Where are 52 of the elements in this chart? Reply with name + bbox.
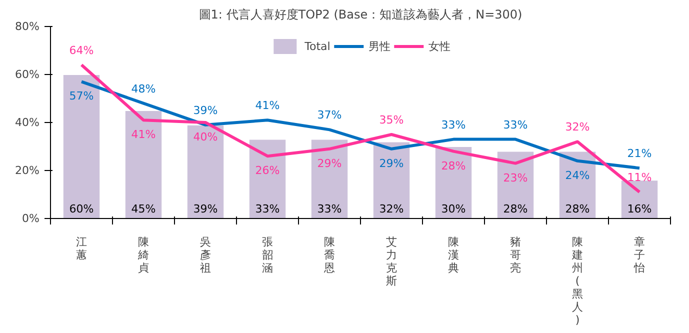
- y-tick-label: 40%: [15, 116, 40, 129]
- x-tick-label: 陳漢典: [448, 236, 459, 274]
- x-tick-label: 豬哥亮: [510, 236, 521, 274]
- y-tick-label: 80%: [15, 20, 40, 33]
- data-label: 28%: [503, 202, 528, 216]
- data-label: 21%: [627, 147, 652, 160]
- bar: [186, 124, 225, 218]
- legend-label: Total: [304, 40, 330, 52]
- data-label: 57%: [69, 90, 94, 103]
- bar: [62, 74, 101, 218]
- x-tick-label: 陳建州(黑人): [571, 236, 583, 326]
- data-label: 32%: [565, 120, 590, 134]
- legend-label: 男性: [368, 38, 390, 54]
- data-label: 64%: [69, 44, 94, 57]
- data-label: 60%: [69, 202, 94, 216]
- data-label: 48%: [131, 82, 156, 96]
- data-label: 39%: [193, 104, 218, 117]
- x-tick-label: 陳喬恩: [323, 236, 335, 274]
- data-label: 33%: [441, 118, 466, 132]
- bar: [124, 110, 163, 218]
- data-label: 35%: [379, 114, 404, 126]
- chart-title: 圖1: 代言人喜好度TOP2 (Base：知道該為藝人者，N=300): [198, 8, 522, 22]
- data-label: 41%: [131, 128, 156, 142]
- data-label: 32%: [379, 202, 404, 216]
- x-tick-label: 吳彥祖: [200, 236, 211, 274]
- x-tick-label: 陳綺貞: [137, 236, 149, 274]
- data-label: 28%: [565, 202, 590, 216]
- data-label: 33%: [255, 202, 280, 216]
- x-tick-label: 張韶涵: [262, 236, 273, 274]
- data-label: 23%: [503, 171, 528, 184]
- data-label: 26%: [255, 164, 280, 178]
- y-tick-label: 20%: [15, 164, 40, 177]
- data-label: 39%: [193, 202, 218, 216]
- data-label: 29%: [317, 156, 342, 170]
- data-label: 24%: [565, 168, 590, 182]
- y-tick-label: 60%: [15, 68, 40, 81]
- data-label: 40%: [193, 130, 218, 144]
- x-tick-label: 艾力克斯: [386, 236, 397, 288]
- data-label: 37%: [317, 108, 342, 122]
- data-label: 33%: [503, 118, 528, 132]
- data-label: 16%: [627, 202, 652, 216]
- x-tick-label: 章子怡: [633, 236, 645, 274]
- data-label: 30%: [441, 202, 466, 216]
- data-label: 45%: [131, 202, 156, 216]
- data-label: 11%: [627, 171, 652, 184]
- x-tick-label: 江蕙: [76, 236, 87, 262]
- data-label: 28%: [441, 159, 466, 172]
- y-tick-label: 0%: [22, 212, 40, 225]
- data-label: 41%: [255, 99, 280, 112]
- data-label: 29%: [379, 156, 404, 170]
- data-label: 33%: [317, 202, 342, 216]
- legend-label: 女性: [428, 38, 450, 54]
